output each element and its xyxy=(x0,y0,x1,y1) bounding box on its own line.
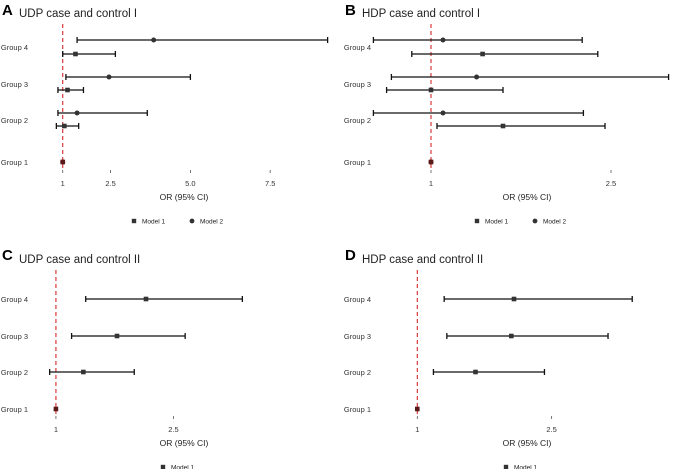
point-marker-square xyxy=(53,406,59,412)
point-marker-circle xyxy=(106,74,112,80)
x-tick-label: 2.5 xyxy=(546,425,556,434)
y-tick-label: Group 2 xyxy=(344,116,371,125)
x-tick-label: 2.5 xyxy=(606,179,616,188)
panel-c: C UDP case and control II Group 1 Group 2 Gr… xyxy=(1,247,244,469)
point-marker-circle xyxy=(74,110,80,116)
point-marker-square xyxy=(114,333,120,339)
y-tick-label: Group 1 xyxy=(1,158,28,167)
x-axis-label: OR (95% CI) xyxy=(160,438,209,448)
legend-label: Model 1 xyxy=(171,464,195,469)
point-marker-square xyxy=(511,296,517,302)
y-tick-label: Group 4 xyxy=(344,295,371,304)
point-marker-square xyxy=(509,333,514,339)
legend-label: Model 1 xyxy=(142,218,166,225)
point-marker-square xyxy=(473,369,478,375)
y-tick-label: Group 3 xyxy=(344,80,371,89)
legend-marker-circle xyxy=(189,218,195,224)
y-tick-label: Group 3 xyxy=(1,80,28,89)
legend-label: Model 2 xyxy=(543,218,567,225)
x-tick-label: 1 xyxy=(54,425,58,434)
x-tick-label: 1 xyxy=(415,425,419,434)
y-tick-label: Group 3 xyxy=(1,332,28,341)
x-tick-label: 7.5 xyxy=(265,179,275,188)
x-tick-label: 1 xyxy=(61,179,65,188)
panel-letter: D xyxy=(345,247,356,264)
x-axis-label: OR (95% CI) xyxy=(160,192,209,202)
panel-title: HDP case and control I xyxy=(362,8,480,20)
legend-marker-square xyxy=(503,464,509,469)
y-tick-label: Group 1 xyxy=(344,158,371,167)
legend-marker-square xyxy=(131,218,137,224)
y-tick-label: Group 1 xyxy=(1,405,28,414)
point-marker-square xyxy=(81,369,86,375)
point-marker-circle xyxy=(428,159,434,165)
y-tick-label: Group 4 xyxy=(1,43,28,52)
panel-letter: A xyxy=(2,2,13,19)
legend-label: Model 1 xyxy=(485,218,509,225)
panel-title: HDP case and control II xyxy=(362,254,483,266)
point-marker-circle xyxy=(440,110,446,116)
y-tick-label: Group 4 xyxy=(1,295,28,304)
legend-marker-square xyxy=(474,218,480,224)
x-tick-label: 1 xyxy=(429,179,433,188)
y-tick-label: Group 2 xyxy=(1,368,28,377)
point-marker-square xyxy=(414,406,420,412)
legend-label: Model 1 xyxy=(514,464,538,469)
panel-b: B HDP case and control I Group 1 Group 2 Gro… xyxy=(344,2,670,225)
point-marker-square xyxy=(65,87,70,93)
point-marker-square xyxy=(480,51,485,57)
legend-label: Model 2 xyxy=(200,218,224,225)
y-tick-label: Group 2 xyxy=(1,116,28,125)
y-tick-label: Group 4 xyxy=(344,43,371,52)
point-marker-square xyxy=(62,123,67,129)
x-tick-label: 2.5 xyxy=(168,425,178,434)
legend-marker-square xyxy=(160,464,166,469)
panel-letter: C xyxy=(2,247,13,264)
panel-a: A UDP case and control I Group 1 Group 2 Gro… xyxy=(1,2,329,225)
x-axis-label: OR (95% CI) xyxy=(503,438,552,448)
point-marker-square xyxy=(73,51,78,57)
panel-d: D HDP case and control II Group 1 Group 2 Gr… xyxy=(344,247,633,469)
point-marker-square xyxy=(143,296,149,302)
x-axis-label: OR (95% CI) xyxy=(503,192,552,202)
point-marker-square xyxy=(428,87,434,93)
y-tick-label: Group 3 xyxy=(344,332,371,341)
x-tick-label: 5.0 xyxy=(185,179,195,188)
legend-marker-circle xyxy=(532,218,538,224)
panel-title: UDP case and control II xyxy=(19,254,140,266)
point-marker-circle xyxy=(60,159,66,165)
y-tick-label: Group 1 xyxy=(344,405,371,414)
x-tick-label: 2.5 xyxy=(105,179,115,188)
panel-title: UDP case and control I xyxy=(19,8,137,20)
point-marker-circle xyxy=(151,37,157,43)
point-marker-circle xyxy=(440,37,446,43)
point-marker-square xyxy=(500,123,506,129)
panel-letter: B xyxy=(345,2,356,19)
point-marker-circle xyxy=(474,74,480,80)
y-tick-label: Group 2 xyxy=(344,368,371,377)
